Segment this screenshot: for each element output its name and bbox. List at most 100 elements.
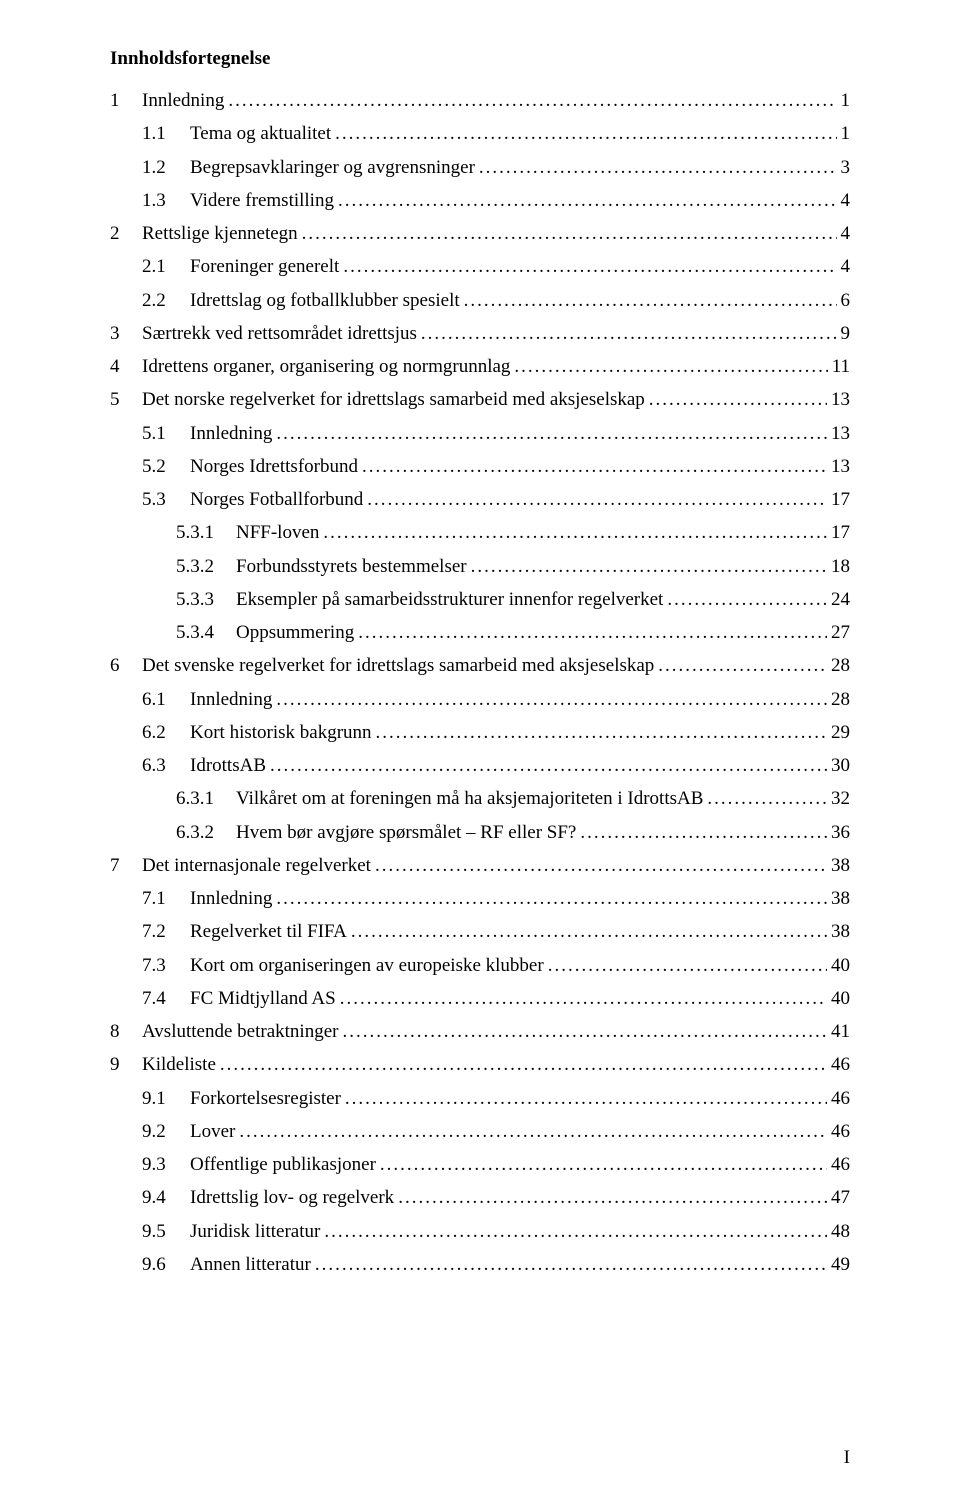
toc-entry: 1.3Videre fremstilling4 [110,184,850,217]
toc-leader-dots [276,882,827,915]
toc-entry-number: 9.2 [142,1115,190,1148]
toc-entry-page: 1 [841,117,851,150]
toc-entry-page: 41 [831,1015,850,1048]
toc-leader-dots [479,151,837,184]
toc-entry: 5.1Innledning13 [110,417,850,450]
toc-leader-dots [239,1115,827,1148]
toc-entry-page: 27 [831,616,850,649]
toc-entry-label: Juridisk litteratur [190,1215,320,1248]
toc-entry-label: Innledning [190,417,272,450]
toc-entry-number: 7 [110,849,142,882]
toc-entry-page: 18 [831,550,850,583]
toc-entry-page: 24 [831,583,850,616]
toc-entry: 6.3.2Hvem bør avgjøre spørsmålet – RF el… [110,816,850,849]
toc-entry-label: Det svenske regelverket for idrettslags … [142,649,654,682]
toc-entry-number: 9.5 [142,1215,190,1248]
toc-entry-label: Norges Fotballforbund [190,483,363,516]
toc-entry: 9.5Juridisk litteratur48 [110,1215,850,1248]
toc-leader-dots [228,84,836,117]
toc-entry: 2.1Foreninger generelt4 [110,250,850,283]
toc-entry-number: 2.2 [142,284,190,317]
toc-entry-number: 8 [110,1015,142,1048]
toc-entry-number: 6.3 [142,749,190,782]
toc-container: 1Innledning11.1Tema og aktualitet11.2Beg… [110,84,850,1281]
toc-entry-page: 46 [831,1115,850,1148]
toc-entry-label: Vilkåret om at foreningen må ha aksjemaj… [236,782,703,815]
toc-entry-number: 5.3.2 [176,550,236,583]
toc-entry-label: IdrottsAB [190,749,266,782]
toc-entry-label: Lover [190,1115,235,1148]
toc-entry-label: Idrettslag og fotballklubber spesielt [190,284,460,317]
toc-entry: 7.3Kort om organiseringen av europeiske … [110,949,850,982]
toc-leader-dots [580,816,827,849]
toc-entry: 9.1Forkortelsesregister46 [110,1082,850,1115]
toc-entry-page: 4 [841,217,851,250]
toc-entry-page: 36 [831,816,850,849]
toc-leader-dots [471,550,827,583]
toc-leader-dots [270,749,827,782]
toc-entry-label: Regelverket til FIFA [190,915,347,948]
toc-entry-page: 4 [841,184,851,217]
toc-entry: 7.4FC Midtjylland AS40 [110,982,850,1015]
toc-entry: 2Rettslige kjennetegn4 [110,217,850,250]
toc-entry-page: 38 [831,915,850,948]
toc-entry-label: Foreninger generelt [190,250,339,283]
toc-entry-label: Det norske regelverket for idrettslags s… [142,383,645,416]
toc-leader-dots [276,683,827,716]
toc-entry: 6.3.1Vilkåret om at foreningen må ha aks… [110,782,850,815]
toc-entry-page: 47 [831,1181,850,1214]
toc-entry: 6Det svenske regelverket for idrettslags… [110,649,850,682]
toc-entry-number: 6 [110,649,142,682]
toc-leader-dots [324,1215,827,1248]
toc-entry: 5.3Norges Fotballforbund17 [110,483,850,516]
toc-entry-label: Tema og aktualitet [190,117,331,150]
toc-entry-page: 40 [831,949,850,982]
toc-entry-label: Videre fremstilling [190,184,334,217]
toc-entry-label: Idrettens organer, organisering og normg… [142,350,510,383]
toc-entry-label: FC Midtjylland AS [190,982,336,1015]
toc-entry-number: 6.3.2 [176,816,236,849]
toc-entry-page: 3 [841,151,851,184]
toc-entry-page: 49 [831,1248,850,1281]
page-number: I [844,1447,850,1469]
toc-entry-page: 32 [831,782,850,815]
toc-leader-dots [340,982,827,1015]
toc-entry-number: 9.6 [142,1248,190,1281]
toc-entry-label: Annen litteratur [190,1248,311,1281]
toc-entry-label: Særtrekk ved rettsområdet idrettsjus [142,317,417,350]
toc-entry-number: 9 [110,1048,142,1081]
toc-entry: 6.1Innledning28 [110,683,850,716]
toc-entry-label: Innledning [190,882,272,915]
toc-entry: 9.4Idrettslig lov- og regelverk47 [110,1181,850,1214]
toc-entry-number: 5.3.3 [176,583,236,616]
toc-entry-page: 13 [831,383,850,416]
toc-entry-number: 5.3.1 [176,516,236,549]
toc-entry: 5.3.4Oppsummering27 [110,616,850,649]
toc-entry-page: 6 [841,284,851,317]
document-page: Innholdsfortegnelse 1Innledning11.1Tema … [0,0,960,1509]
toc-leader-dots [362,450,827,483]
toc-entry-label: NFF-loven [236,516,319,549]
toc-entry: 5.3.2Forbundsstyrets bestemmelser 18 [110,550,850,583]
toc-entry: 7.2Regelverket til FIFA38 [110,915,850,948]
toc-entry: 9Kildeliste46 [110,1048,850,1081]
toc-entry-number: 7.3 [142,949,190,982]
toc-leader-dots [358,616,827,649]
toc-leader-dots [367,483,827,516]
toc-entry-label: Det internasjonale regelverket [142,849,371,882]
toc-entry-page: 17 [831,516,850,549]
toc-entry: 7.1Innledning38 [110,882,850,915]
toc-entry-label: Eksempler på samarbeidsstrukturer innenf… [236,583,663,616]
toc-entry-page: 29 [831,716,850,749]
toc-entry: 1.1Tema og aktualitet1 [110,117,850,150]
toc-entry-page: 11 [832,350,850,383]
toc-entry-number: 2 [110,217,142,250]
toc-entry-page: 4 [841,250,851,283]
toc-entry-label: Avsluttende betraktninger [142,1015,338,1048]
toc-entry-label: Forbundsstyrets bestemmelser [236,550,467,583]
toc-entry: 6.3IdrottsAB30 [110,749,850,782]
toc-entry-page: 38 [831,849,850,882]
toc-entry-label: Kildeliste [142,1048,216,1081]
toc-leader-dots [649,383,827,416]
toc-leader-dots [707,782,827,815]
